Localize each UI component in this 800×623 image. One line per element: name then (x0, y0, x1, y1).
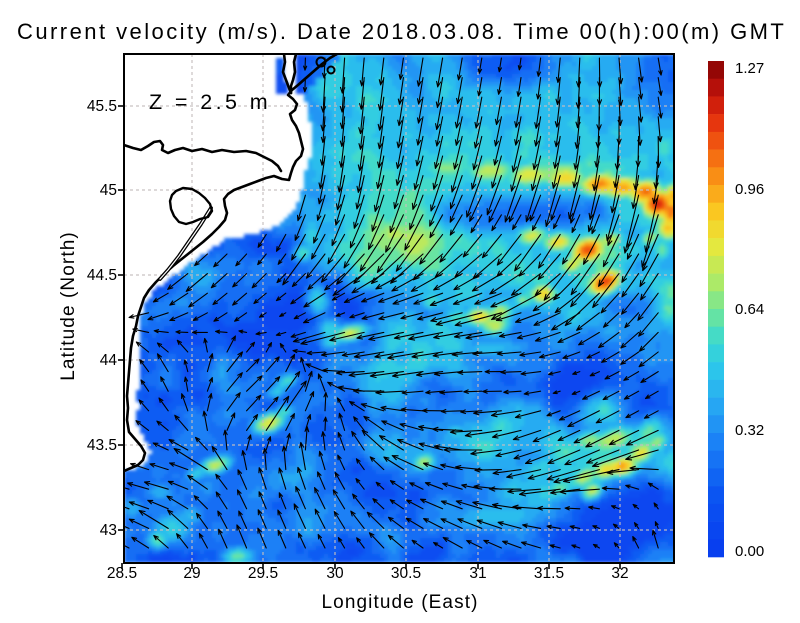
svg-text:44: 44 (100, 352, 118, 369)
svg-text:31.5: 31.5 (534, 565, 564, 582)
svg-text:30.5: 30.5 (391, 565, 421, 582)
svg-text:29.5: 29.5 (248, 565, 278, 582)
svg-text:Z = 2.5 m: Z = 2.5 m (149, 90, 271, 114)
svg-text:45.5: 45.5 (87, 98, 117, 115)
svg-text:29: 29 (183, 565, 200, 582)
svg-text:30: 30 (326, 565, 344, 582)
svg-text:32: 32 (611, 565, 628, 582)
svg-text:31: 31 (469, 565, 486, 582)
svg-text:Latitude (North): Latitude (North) (58, 231, 79, 381)
svg-text:43: 43 (100, 522, 117, 539)
svg-text:44.5: 44.5 (87, 267, 117, 284)
svg-text:Current velocity (m/s). Date 2: Current velocity (m/s). Date 2018.03.08.… (17, 19, 786, 44)
svg-text:45: 45 (100, 182, 117, 199)
svg-text:Longitude (East): Longitude (East) (321, 592, 478, 613)
svg-text:43.5: 43.5 (87, 437, 117, 454)
svg-text:28.5: 28.5 (107, 565, 137, 582)
